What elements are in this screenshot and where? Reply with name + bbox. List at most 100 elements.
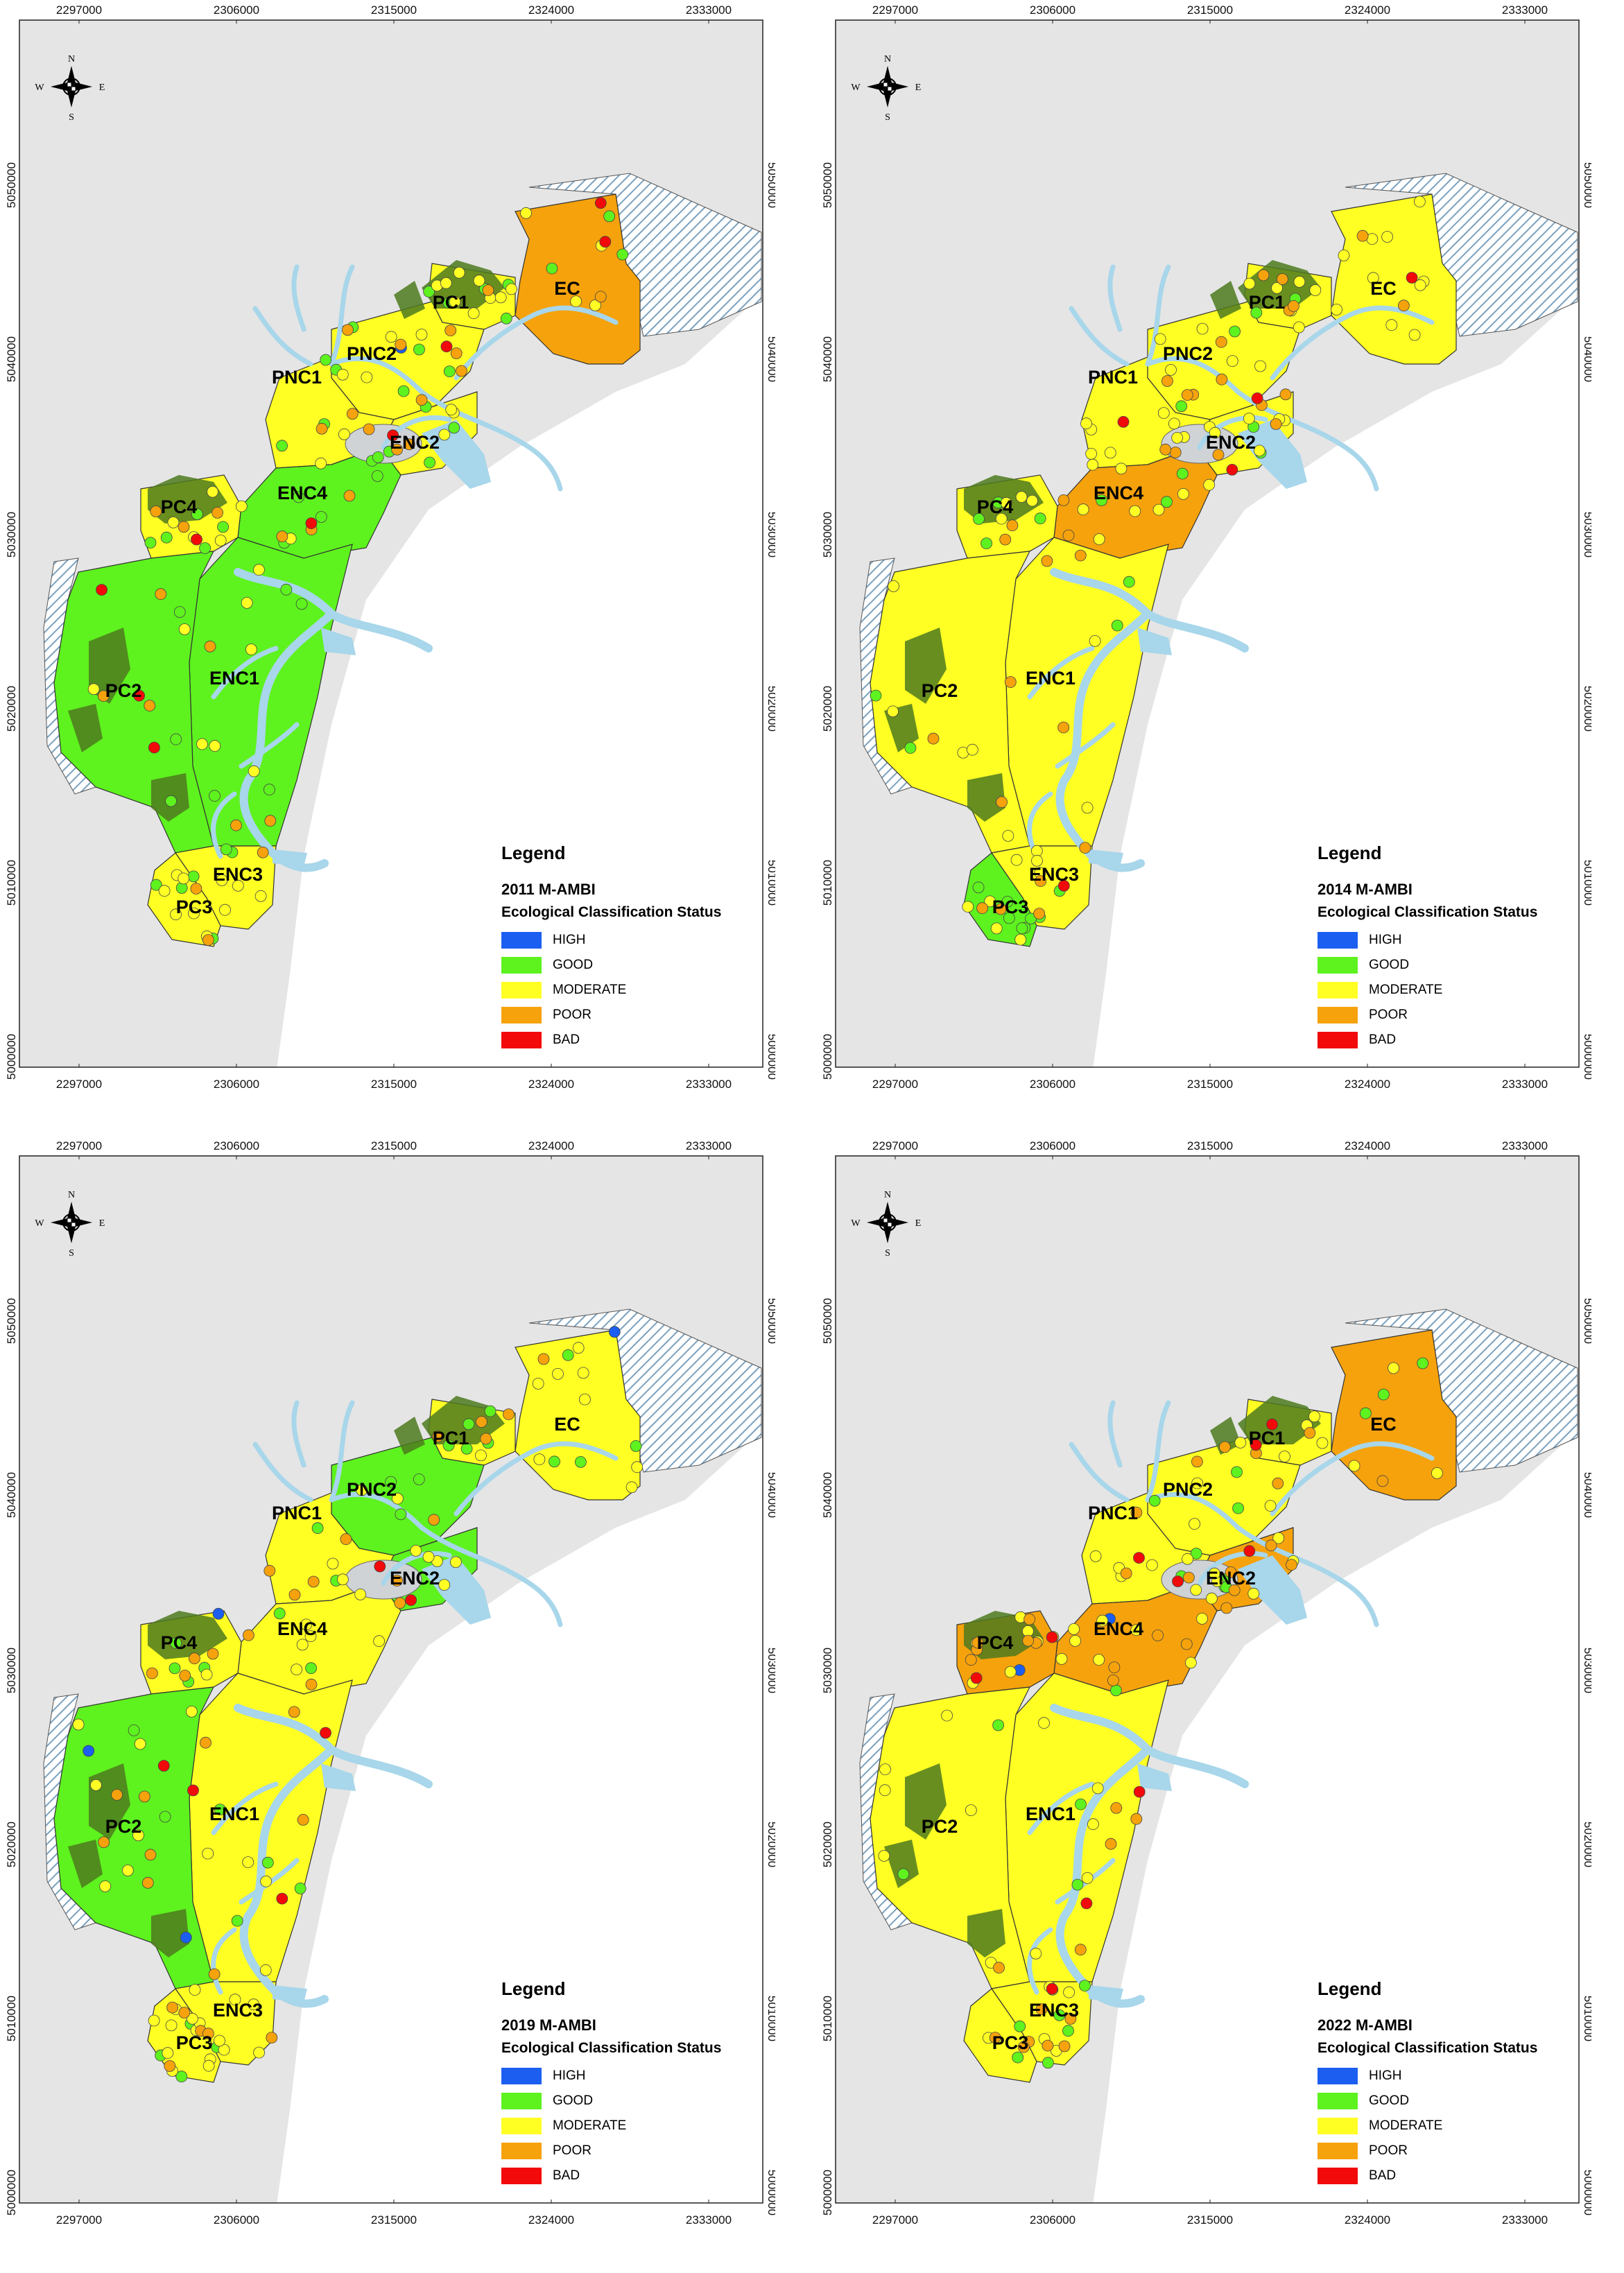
- x-tick-top: 2333000: [1502, 1139, 1548, 1152]
- station-moderate: [422, 1550, 435, 1563]
- station-moderate: [1388, 1362, 1399, 1374]
- legend-label: POOR: [553, 1008, 591, 1022]
- channel: [252, 306, 313, 367]
- station-moderate: [1190, 1584, 1202, 1596]
- station-poor: [202, 934, 214, 946]
- x-tick-top: 2315000: [371, 3, 417, 17]
- station-moderate: [1093, 533, 1105, 545]
- station-good: [1231, 1466, 1243, 1478]
- legend-year-title: 2022 M-AMBI: [1318, 2016, 1413, 2034]
- vegetation-patch: [89, 628, 130, 704]
- x-tick-bottom: 2306000: [1030, 1078, 1076, 1091]
- station-good: [442, 1440, 455, 1451]
- station-moderate: [1157, 407, 1170, 419]
- compass-s: S: [69, 1248, 74, 1259]
- legend-label: POOR: [553, 2143, 591, 2158]
- station-poor: [346, 408, 359, 420]
- station-moderate: [89, 1779, 102, 1791]
- x-tick-top: 2324000: [528, 1139, 574, 1152]
- station-bad: [1243, 1545, 1256, 1557]
- station-moderate: [888, 580, 899, 592]
- station-poor: [415, 394, 428, 406]
- station-poor: [1181, 389, 1193, 401]
- station-poor: [200, 1736, 211, 1749]
- legend-item-bad: BAD: [1318, 1028, 1581, 1053]
- zone-label-pc4: PC4: [977, 1632, 1014, 1653]
- station-poor: [144, 1849, 157, 1861]
- station-bad: [191, 533, 202, 546]
- station-moderate: [520, 207, 532, 219]
- station-good: [413, 343, 425, 356]
- station-moderate: [570, 295, 582, 308]
- vegetation-patch: [967, 1909, 1005, 1957]
- channel: [1270, 305, 1435, 381]
- station-poor: [391, 1575, 403, 1587]
- station-poor: [1279, 388, 1292, 401]
- station-poor: [98, 1836, 110, 1849]
- channel: [1145, 264, 1171, 367]
- vegetation-patch: [151, 1909, 189, 1957]
- station-good: [1079, 1980, 1091, 1991]
- station-bad: [133, 689, 146, 702]
- legend: Legend 2014 M-AMBI Ecological Classifica…: [1318, 842, 1581, 1053]
- station-poor: [97, 690, 110, 702]
- station-good: [1148, 1494, 1161, 1507]
- zone-label-pc4: PC4: [161, 496, 198, 517]
- station-moderate: [1234, 1436, 1247, 1449]
- station-moderate: [506, 283, 517, 295]
- station-poor: [1288, 300, 1299, 312]
- y-tick-left: 5020000: [822, 686, 834, 732]
- station-moderate: [1063, 1986, 1076, 1998]
- legend-item-poor: POOR: [1318, 1003, 1581, 1028]
- vegetation-patch: [964, 1611, 1044, 1659]
- station-poor: [1161, 375, 1173, 387]
- y-tick-left: 5020000: [6, 686, 18, 732]
- legend-item-bad: BAD: [1318, 2163, 1581, 2188]
- station-poor: [1079, 842, 1091, 854]
- y-tick-left: 5050000: [6, 1298, 18, 1344]
- station-good: [372, 451, 384, 463]
- station-poor: [476, 1416, 487, 1428]
- station-bad: [374, 1560, 386, 1573]
- station-poor: [179, 1670, 191, 1682]
- channel: [1197, 1550, 1268, 1586]
- station-moderate: [232, 879, 244, 892]
- station-good: [463, 1418, 475, 1431]
- station-moderate: [1338, 249, 1350, 261]
- station-poor: [1108, 1661, 1121, 1673]
- station-moderate: [338, 428, 350, 440]
- legend-swatch: [1318, 932, 1358, 949]
- station-moderate: [1272, 1532, 1285, 1544]
- station-poor: [1286, 1559, 1297, 1571]
- station-good: [170, 733, 182, 745]
- station-moderate: [99, 1880, 112, 1892]
- station-moderate: [1096, 1614, 1109, 1627]
- station-moderate: [1081, 1872, 1094, 1884]
- station-moderate: [579, 1393, 591, 1406]
- station-poor: [1152, 1630, 1164, 1641]
- station-moderate: [440, 277, 452, 289]
- station-poor: [965, 1654, 977, 1666]
- channel: [291, 1400, 306, 1468]
- station-poor: [242, 1629, 254, 1641]
- station-poor: [989, 2032, 1001, 2043]
- channel: [211, 1781, 279, 1835]
- channel: [453, 1441, 619, 1516]
- legend-swatch: [1318, 1032, 1358, 1048]
- malamocco-inlet: [321, 1763, 356, 1791]
- station-poor: [456, 365, 467, 377]
- map-frame: [835, 1155, 1580, 2204]
- station-poor: [190, 883, 202, 894]
- station-moderate: [72, 1718, 85, 1731]
- station-moderate: [475, 1449, 487, 1462]
- station-poor: [146, 1667, 158, 1679]
- station-moderate: [410, 1545, 422, 1557]
- station-moderate: [373, 1635, 385, 1648]
- station-moderate: [202, 2059, 215, 2072]
- x-tick-top: 2297000: [872, 3, 918, 17]
- legend-swatch: [1318, 2118, 1358, 2134]
- compass-w: W: [35, 83, 44, 93]
- y-tick-left: 5010000: [6, 1996, 18, 2041]
- station-moderate: [200, 1668, 213, 1681]
- zone-label-ec: EC: [554, 1414, 580, 1435]
